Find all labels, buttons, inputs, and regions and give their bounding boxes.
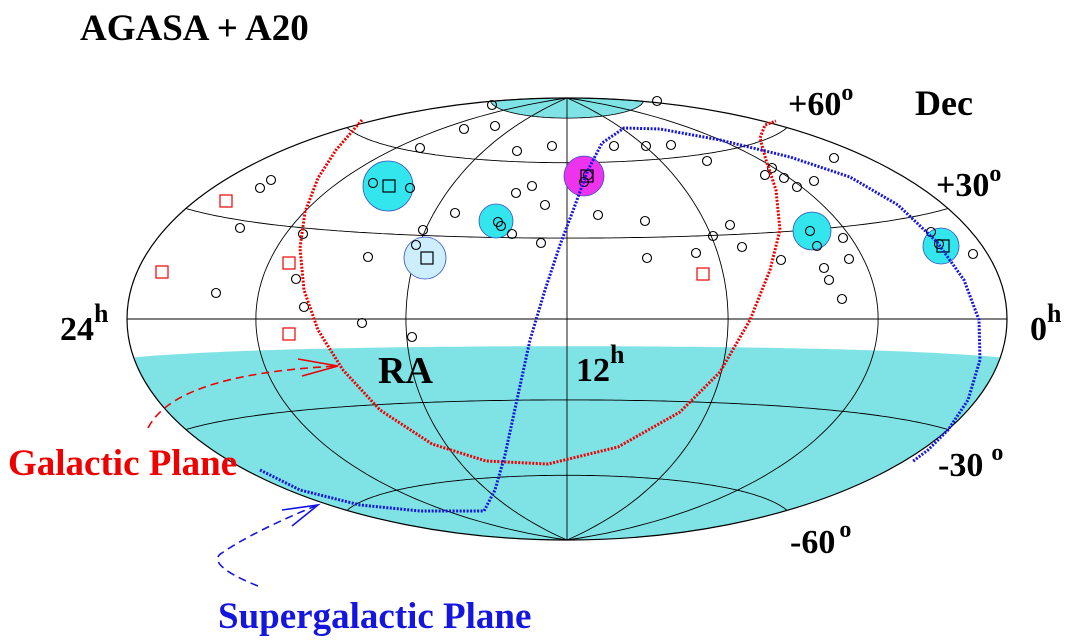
clustering-circles — [362, 155, 960, 280]
map-title: AGASA + A20 — [80, 8, 309, 49]
event-marker — [362, 251, 374, 263]
event-marker — [608, 140, 620, 152]
event-marker — [210, 287, 222, 299]
event-marker — [510, 187, 522, 199]
cluster-circle — [403, 236, 447, 280]
event-marker — [511, 145, 523, 157]
event-marker — [410, 239, 422, 251]
event-marker — [414, 142, 426, 154]
meridian-line — [255, 97, 568, 541]
event-marker — [640, 140, 652, 152]
galactic-plane-label: Galactic Plane — [8, 443, 237, 484]
event-marker — [417, 224, 429, 236]
event-marker — [690, 247, 702, 259]
meridian-line — [405, 97, 568, 541]
event-marker — [458, 123, 470, 135]
event-marker — [486, 99, 498, 111]
coordinate-grid — [126, 97, 1008, 541]
event-marker — [925, 226, 937, 238]
event-marker — [298, 301, 310, 313]
event-marker — [707, 230, 719, 242]
event-square-marker — [282, 327, 296, 341]
ra-axis-title: RA — [378, 350, 433, 392]
event-marker — [778, 172, 790, 184]
event-marker — [775, 254, 787, 266]
cluster-circle — [792, 211, 832, 251]
event-square-marker — [420, 251, 434, 265]
event-marker — [449, 207, 461, 219]
meridian-line — [566, 97, 879, 541]
event-marker — [290, 273, 302, 285]
event-square-marker — [382, 179, 396, 193]
meridian-line — [566, 97, 729, 541]
event-square-marker — [696, 267, 710, 281]
ra-label-0h: 0h — [1030, 299, 1062, 348]
event-marker — [759, 169, 771, 181]
event-marker — [791, 181, 803, 193]
event-marker — [506, 228, 518, 240]
event-marker — [724, 219, 736, 231]
galactic-arrow-head — [297, 358, 339, 377]
event-marker — [651, 95, 663, 107]
event-marker — [489, 120, 501, 132]
galactic-arrow-line — [147, 365, 339, 429]
event-markers — [155, 95, 979, 343]
event-marker — [808, 175, 820, 187]
event-marker — [639, 215, 651, 227]
dec-label-plus60: +60o — [788, 80, 853, 123]
event-marker — [818, 262, 830, 274]
event-marker — [234, 222, 246, 234]
event-marker — [526, 180, 538, 192]
dec-label-plus30: +30o — [936, 161, 1001, 204]
event-marker — [539, 199, 551, 211]
ra-label-12h: 12h — [576, 340, 625, 389]
event-marker — [254, 182, 266, 194]
dec-label-minus30: -30 o — [938, 440, 1003, 484]
event-marker — [592, 209, 604, 221]
ra-label-24h: 24h — [60, 299, 109, 348]
event-marker — [701, 155, 713, 167]
supergalactic-arrow-line — [216, 504, 319, 587]
event-marker — [837, 232, 849, 244]
event-marker — [535, 237, 547, 249]
event-marker — [804, 225, 816, 237]
galactic-plane-curve — [298, 119, 782, 466]
event-marker — [404, 182, 416, 194]
plane-curves — [259, 119, 982, 513]
event-marker — [967, 248, 979, 260]
supergalactic-arrow-head — [281, 503, 321, 527]
event-square-marker — [155, 265, 169, 279]
event-marker — [736, 241, 748, 253]
label-arrows — [147, 358, 339, 587]
supergalactic-plane-label: Supergalactic Plane — [218, 596, 531, 637]
event-marker — [356, 317, 368, 329]
event-marker — [641, 252, 653, 264]
dec-axis-title: Dec — [915, 83, 973, 123]
cluster-circle — [922, 227, 960, 265]
cluster-circle — [362, 160, 414, 212]
event-marker — [665, 139, 677, 151]
event-marker — [406, 331, 418, 343]
event-marker — [546, 140, 558, 152]
dec-label-minus60: -60 o — [790, 517, 851, 561]
event-marker — [367, 177, 379, 189]
supergalactic-plane-curve — [259, 126, 982, 513]
event-marker — [492, 216, 504, 228]
event-marker — [828, 152, 840, 164]
event-marker — [823, 274, 835, 286]
event-square-marker — [219, 194, 233, 208]
event-marker — [843, 253, 855, 265]
event-marker — [265, 174, 277, 186]
event-marker — [836, 293, 848, 305]
event-square-marker — [282, 256, 296, 270]
event-marker — [811, 240, 823, 252]
